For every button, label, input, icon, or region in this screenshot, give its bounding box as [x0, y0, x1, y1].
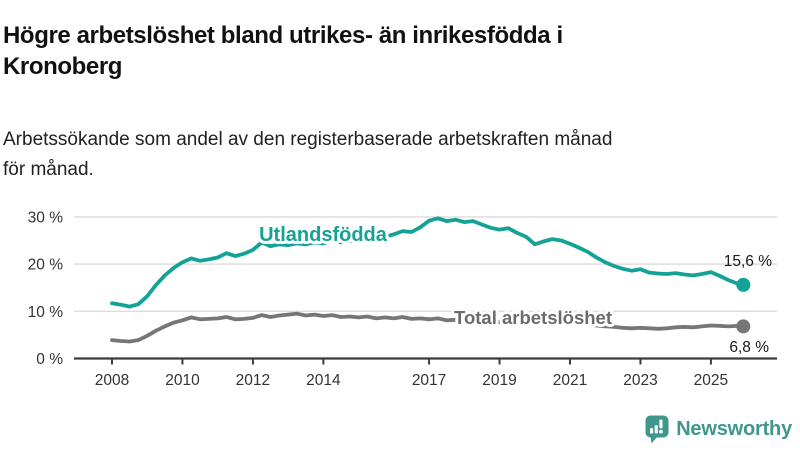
- page-title: Högre arbetslöshet bland utrikes- än inr…: [3, 22, 563, 81]
- x-tick-label: 2008: [95, 372, 129, 389]
- series-label: Total arbetslöshet: [454, 307, 612, 328]
- x-tick-label: 2014: [306, 372, 341, 389]
- x-tick-label: 2017: [412, 372, 446, 389]
- x-tick-label: 2012: [236, 372, 270, 389]
- chart-subtitle: Arbetssökande som andel av den registerb…: [3, 129, 613, 180]
- y-tick-label: 0 %: [36, 351, 63, 368]
- x-tick-label: 2019: [482, 372, 516, 389]
- series-line-total: [110, 311, 746, 344]
- series-line-utlandsfodda: [110, 216, 746, 309]
- series-end-dot: [736, 277, 751, 292]
- y-tick-label: 30 %: [28, 209, 64, 226]
- bar-chart-badge-icon: [645, 415, 669, 444]
- x-tick-label: 2025: [694, 372, 728, 389]
- end-value-label: 6,8 %: [729, 339, 769, 356]
- newsworthy-logo[interactable]: Newsworthy: [645, 415, 792, 444]
- y-tick-label: 20 %: [28, 257, 64, 274]
- y-tick-label: 10 %: [28, 304, 64, 321]
- brand-name: Newsworthy: [676, 418, 792, 440]
- x-tick-label: 2010: [165, 372, 200, 389]
- series-label: Utlandsfödda: [259, 224, 388, 246]
- end-value-label: 15,6 %: [724, 253, 772, 270]
- x-tick-label: 2023: [623, 372, 657, 389]
- series-end-dot: [736, 319, 751, 334]
- x-tick-label: 2021: [553, 372, 587, 389]
